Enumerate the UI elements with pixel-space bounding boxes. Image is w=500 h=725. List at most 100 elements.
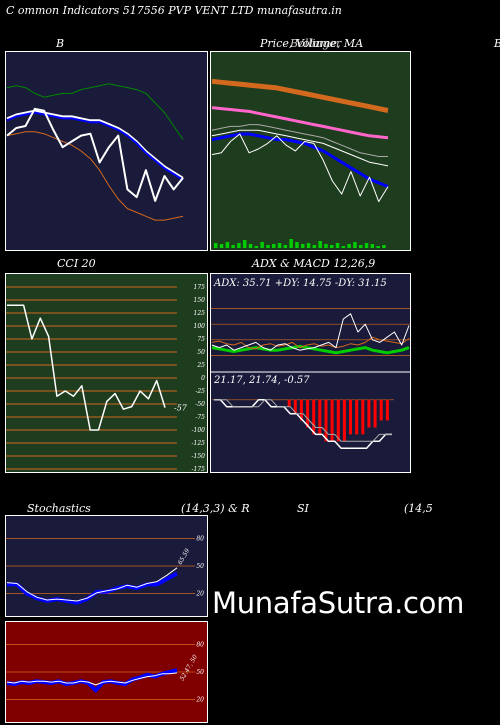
volume-bar-23 <box>347 244 351 248</box>
adx-readout: ADX: 35.71 +DY: 14.75 -DY: 31.15 <box>213 278 387 289</box>
cci-tick-label-10: -75 <box>195 414 205 421</box>
volume-bar-27 <box>370 244 375 248</box>
cci-plot-area <box>5 273 208 473</box>
cci-tick-label-1: 150 <box>194 297 206 304</box>
adx-macd-plot-area <box>210 273 411 473</box>
volume-bar-5 <box>243 240 247 248</box>
cci-tick-label-7: 0 <box>201 375 205 382</box>
cci-tick-label-3: 100 <box>194 323 206 330</box>
macd-hist-bar-24 <box>361 399 365 435</box>
volume-bar-26 <box>364 243 369 248</box>
price-series-0 <box>211 78 389 113</box>
volume-bar-29 <box>382 245 386 248</box>
volume-bar-7 <box>254 246 259 248</box>
rsi-params-header: (14,5 <box>404 502 433 515</box>
macd-hist-bar-21 <box>342 399 346 442</box>
volume-bar-21 <box>335 243 340 248</box>
cci-tick-label-12: -125 <box>192 440 206 447</box>
cci-tick-label-11: -100 <box>192 427 206 434</box>
macd-hist-bar-18 <box>324 399 328 442</box>
macd-hist-bar-15 <box>306 399 310 428</box>
volume-bar-15 <box>301 244 305 248</box>
volume-bar-6 <box>248 244 253 248</box>
volume-bar-14 <box>295 242 299 248</box>
macd-hist-bar-20 <box>336 399 340 442</box>
volume-bar-13 <box>289 239 293 248</box>
price-series-3 <box>211 129 389 167</box>
macd-hist-bar-26 <box>373 399 377 428</box>
stoch-tick-label-1: 50 <box>196 563 204 570</box>
rsi-tick-label-1: 50 <box>196 669 204 676</box>
stoch-tick-label-0: 80 <box>196 535 204 542</box>
cci-last-value: -57 <box>174 404 188 413</box>
rsi-series-1 <box>6 672 178 686</box>
macd-series-1 <box>214 399 392 442</box>
volume-bar-25 <box>359 245 363 248</box>
volume-bar-12 <box>283 245 288 248</box>
volume-bar-1 <box>219 244 224 248</box>
volume-bar-17 <box>312 245 317 248</box>
price-plot-area <box>210 51 411 251</box>
volume-bar-4 <box>237 243 241 248</box>
price-overlay-header: Bollinger <box>290 37 342 50</box>
volume-bar-18 <box>318 241 322 248</box>
cci-tick-label-2: 125 <box>194 310 206 317</box>
rsi-tick-label-2: 20 <box>195 697 204 704</box>
adx-series-1 <box>211 336 410 350</box>
macd-hist-bar-19 <box>330 399 334 442</box>
edge-letter: B <box>494 37 500 50</box>
volume-bar-3 <box>231 245 235 248</box>
price-series-1 <box>211 106 389 140</box>
volume-bar-10 <box>272 244 276 248</box>
bollinger-header: B <box>56 37 65 50</box>
adx-series-2 <box>211 313 410 351</box>
page-title: C ommon Indicators 517556 PVP VENT LTD m… <box>6 4 342 17</box>
macd-hist-bar-17 <box>318 399 322 435</box>
volume-bar-22 <box>341 246 346 248</box>
cci-tick-label-4: 75 <box>197 336 205 343</box>
bollinger-series-0 <box>6 83 184 140</box>
macd-hist-bar-23 <box>355 399 359 435</box>
adx-macd-chart: ADX: 35.71 +DY: 14.75 -DY: 31.15 21.17, 2… <box>210 273 411 473</box>
macd-hist-bar-12 <box>287 399 291 407</box>
volume-bar-28 <box>376 246 380 248</box>
macd-hist-bar-14 <box>299 399 303 421</box>
volume-bar-11 <box>277 243 282 248</box>
stoch-series-1 <box>6 567 178 602</box>
cci-header: CCI 20 <box>57 257 96 270</box>
volume-bar-2 <box>225 242 230 248</box>
volume-bar-9 <box>266 245 270 248</box>
cci-tick-label-13: -150 <box>192 453 206 460</box>
bollinger-series-4 <box>6 107 184 202</box>
macd-hist-bar-28 <box>385 399 389 421</box>
stochastics-params-header: (14,3,3) & R <box>181 502 250 515</box>
bollinger-chart <box>5 51 208 251</box>
stoch-tick-label-2: 20 <box>195 591 204 598</box>
rsi-header: SI <box>297 502 309 515</box>
macd-hist-bar-22 <box>349 399 352 435</box>
volume-bar-16 <box>306 243 311 248</box>
cci-series-0 <box>7 304 166 431</box>
macd-hist-bar-13 <box>293 399 297 414</box>
bollinger-series-1 <box>6 109 184 179</box>
price-header: Price, Volume, MA <box>260 37 364 50</box>
cci-tick-label-14: -175 <box>192 466 206 473</box>
cci-chart: 175 150 125 100 75 50 25 0 -25 -50 -75 -100 -125 -150… <box>5 273 208 473</box>
price-series-2 <box>211 124 388 157</box>
bollinger-series-2 <box>6 111 184 181</box>
volume-bar-24 <box>353 242 357 248</box>
cci-tick-label-6: 25 <box>196 362 205 369</box>
price-series-5 <box>211 133 389 203</box>
price-chart <box>210 51 411 251</box>
watermark: MunafaSutra.com <box>212 586 465 620</box>
macd-readout: 21.17, 21.74, -0.57 <box>213 375 310 386</box>
cci-tick-label-8: -25 <box>195 388 205 395</box>
bollinger-series-3 <box>6 131 184 221</box>
macd-hist-bar-16 <box>312 399 316 435</box>
volume-bar-0 <box>214 243 218 248</box>
volume-bar-20 <box>330 245 334 248</box>
volume-bar-8 <box>260 242 264 248</box>
volume-bar-19 <box>324 244 328 248</box>
